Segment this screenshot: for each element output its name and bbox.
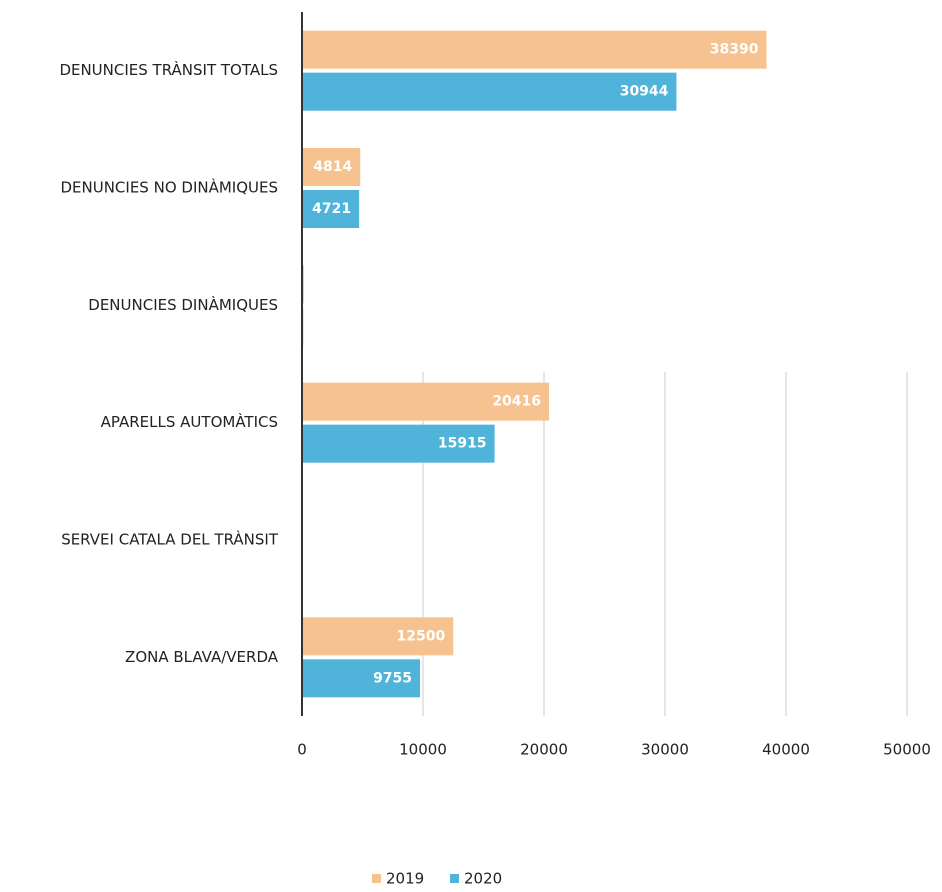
x-tick-label: 10000 [399,741,447,759]
data-label: 12500 [397,628,446,644]
x-tick-label: 20000 [520,741,568,759]
y-tick-label: APARELLS AUTOMÀTICS [101,412,278,431]
x-tick-label: 40000 [762,741,810,759]
data-label: 4721 [312,201,351,217]
y-tick-label: DENUNCIES NO DINÀMIQUES [60,178,278,197]
y-tick-label: DENUNCIES DINÀMIQUES [88,295,278,314]
bar [302,72,677,111]
legend-swatch [450,874,459,883]
x-tick-label: 30000 [641,741,689,759]
legend-swatch [372,874,381,883]
data-label: 38390 [710,42,759,58]
data-label: 30944 [620,84,669,100]
data-label: 9755 [373,670,412,686]
y-tick-label: DENUNCIES TRÀNSIT TOTALS [59,60,278,79]
bar [302,148,361,186]
bar [302,30,767,69]
legend-label: 2020 [464,870,502,888]
bar [302,382,550,421]
y-tick-label: ZONA BLAVA/VERDA [125,648,279,666]
x-tick-label: 0 [297,741,307,759]
x-tick-label: 50000 [883,741,931,759]
bar [302,190,360,228]
y-tick-label: SERVEI CATALA DEL TRÀNSIT [61,530,279,549]
data-label: 20416 [492,394,541,410]
bar [302,424,495,463]
data-label: 4814 [313,159,352,175]
data-label: 15915 [438,436,487,452]
bar [302,659,421,698]
bar [302,617,454,656]
legend-label: 2019 [386,870,424,888]
